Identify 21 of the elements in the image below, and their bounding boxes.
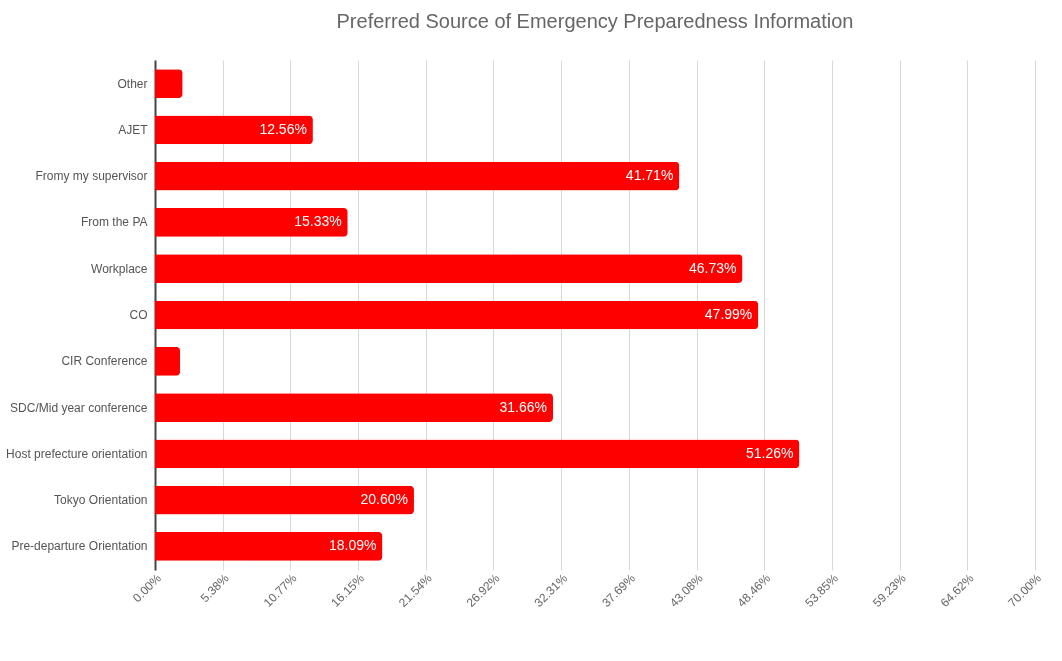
y-tick-label: SDC/Mid year conference <box>10 400 148 415</box>
y-tick-label: Host prefecture orientation <box>6 446 148 461</box>
data-label: 47.99% <box>704 306 753 322</box>
data-label: 20.60% <box>360 491 408 508</box>
data-label: 12.56% <box>259 120 307 137</box>
data-label: 41.71% <box>625 167 674 184</box>
data-label: 31.66% <box>499 398 548 415</box>
y-tick-label: Fromy my supervisor <box>35 169 148 184</box>
y-tick-label: From the PA <box>81 215 148 230</box>
y-tick-label: Workplace <box>91 261 148 276</box>
y-tick-label: CO <box>129 308 148 322</box>
y-tick-label: Pre-departure Orientation <box>11 539 148 554</box>
data-label: 46.73% <box>688 259 737 276</box>
y-tick-label: Tokyo Orientation <box>54 493 148 508</box>
y-tick-label: CIR Conference <box>61 354 148 369</box>
data-label: 15.33% <box>294 213 342 230</box>
y-tick-label: AJET <box>118 122 149 137</box>
chart-title: Preferred Source of Emergency Preparedness Information <box>336 10 854 32</box>
y-tick-label: Other <box>117 76 148 91</box>
data-label: 51.26% <box>745 444 794 461</box>
data-label: 18.09% <box>328 537 377 554</box>
